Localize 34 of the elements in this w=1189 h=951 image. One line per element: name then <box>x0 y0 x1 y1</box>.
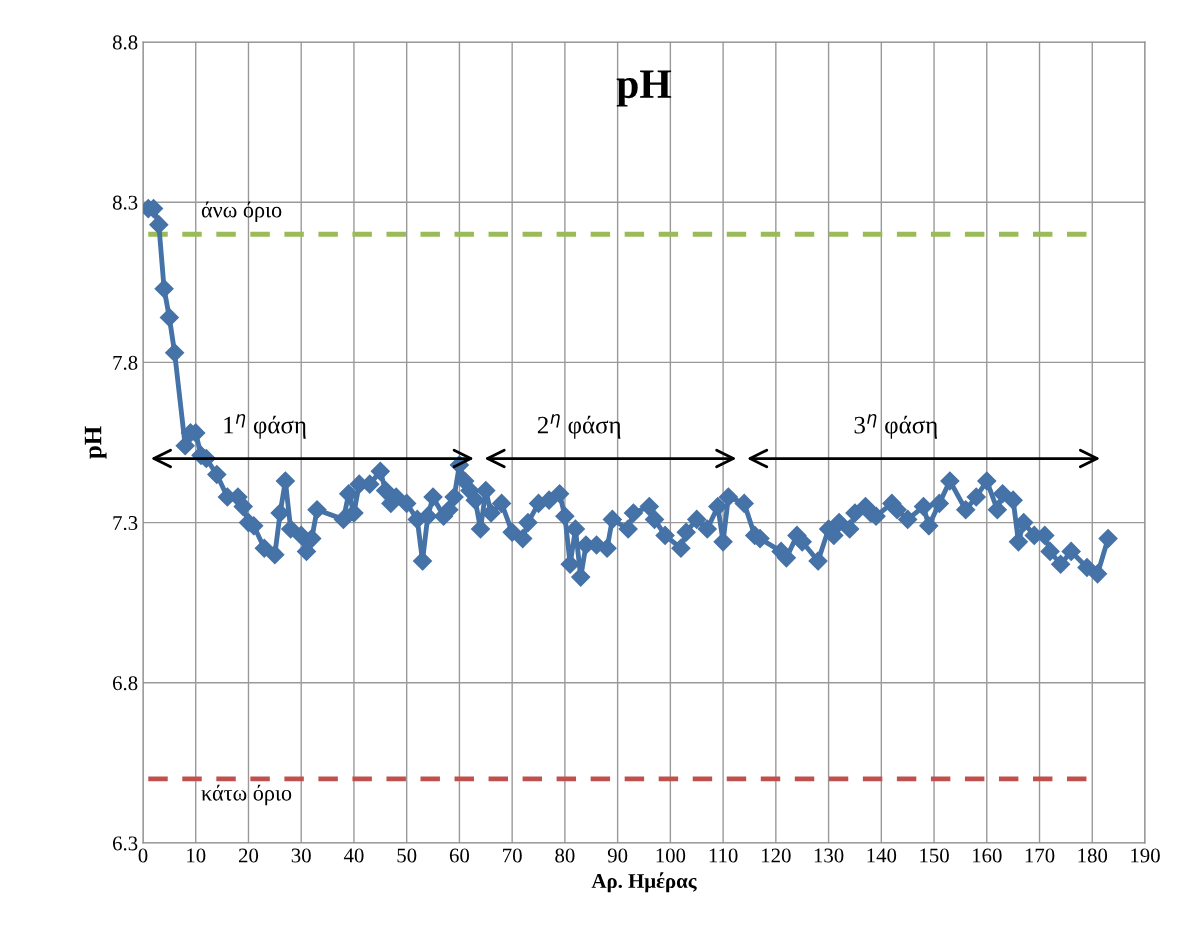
annotation: 2$^{η}$ φάση <box>537 413 621 439</box>
y-axis-title: pH <box>84 426 107 459</box>
x-tick-label: 180 <box>1078 848 1108 863</box>
annotation: 3$^{η}$ φάση <box>854 413 937 439</box>
x-tick-label: 100 <box>656 848 686 863</box>
ref-line-label: άνω όριο <box>201 201 282 223</box>
x-tick-label: 120 <box>762 848 791 863</box>
y-tick-label: 8.3 <box>112 195 138 210</box>
x-tick-label: 170 <box>1025 848 1055 863</box>
ref-line-label: κάτω όριο <box>201 784 292 806</box>
x-tick-label: 20 <box>238 848 259 863</box>
x-tick-label: 50 <box>397 848 417 863</box>
x-tick-label: 110 <box>709 848 738 863</box>
y-tick-label: 6.8 <box>112 676 138 691</box>
y-tick-label: 8.8 <box>112 35 138 50</box>
x-tick-label: 130 <box>814 848 844 863</box>
y-tick-label: 6.3 <box>112 836 138 851</box>
x-tick-label: 60 <box>449 848 470 863</box>
x-tick-label: 0 <box>138 848 148 863</box>
x-tick-label: 90 <box>607 848 628 863</box>
text: pH <box>616 70 672 107</box>
x-tick-label: 190 <box>1131 848 1160 863</box>
x-axis-title: Αρ. Ημέρας <box>591 872 697 893</box>
x-tick-label: 80 <box>555 848 575 863</box>
annotation: 1$^{η}$ φάση <box>224 413 306 439</box>
x-tick-label: 70 <box>503 848 522 863</box>
x-tick-label: 30 <box>291 848 311 863</box>
x-tick-label: 160 <box>973 848 1002 863</box>
y-tick-label: 7.3 <box>113 516 138 531</box>
x-tick-label: 150 <box>920 848 949 863</box>
y-tick-label: 7.8 <box>113 355 138 370</box>
x-tick-label: 140 <box>867 848 897 863</box>
x-tick-label: 40 <box>343 848 364 863</box>
x-tick-label: 10 <box>187 848 206 863</box>
